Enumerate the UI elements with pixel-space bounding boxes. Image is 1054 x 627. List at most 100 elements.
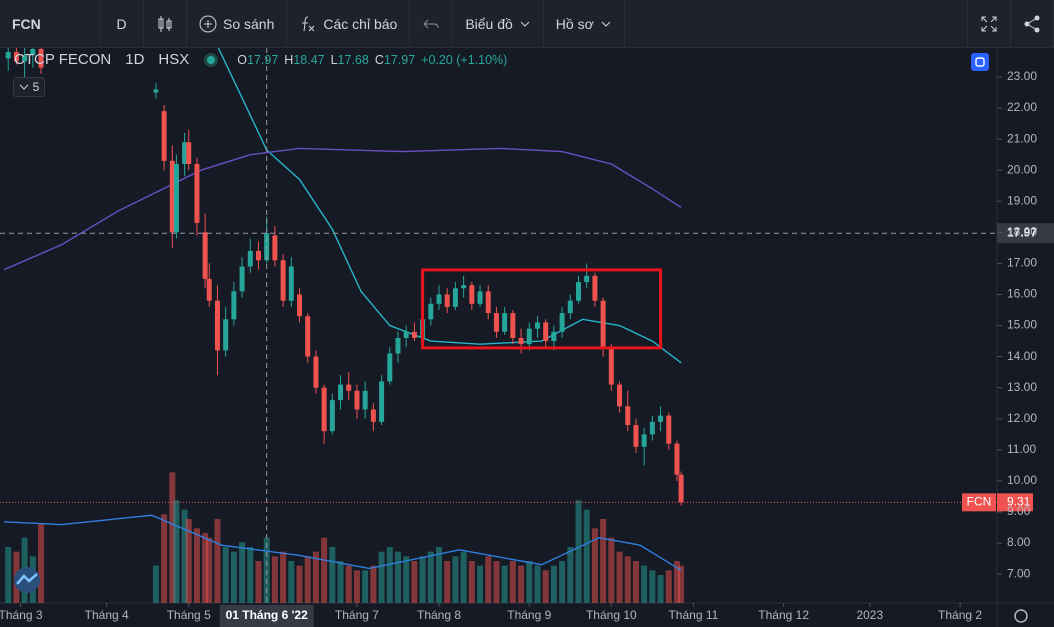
candle-body	[469, 285, 475, 304]
volume-bar	[255, 561, 262, 603]
sync-icon	[975, 57, 985, 67]
logo	[14, 567, 40, 593]
fullscreen-button[interactable]	[967, 0, 1011, 48]
axis-layer: 7.00 8.00 9.00 10.00 11.00 12.00 13.00 14.00 15.…	[0, 69, 1037, 622]
volume-bar	[583, 509, 590, 603]
volume-bar	[509, 561, 516, 603]
y-tick-label: 22.00	[1007, 100, 1037, 114]
volume-bar	[444, 561, 451, 603]
candle-body	[214, 300, 220, 351]
candle-body	[30, 49, 36, 56]
candle-body	[444, 294, 450, 307]
candle-body	[370, 409, 376, 422]
volume-bar	[345, 565, 352, 603]
candle-body	[674, 443, 680, 475]
candle-body	[608, 347, 614, 385]
volume-bar	[493, 561, 500, 603]
y-tick-label: 11.00	[1007, 442, 1036, 456]
ohlc-key: H	[284, 52, 294, 67]
volume-bar	[649, 570, 656, 603]
candle-body	[153, 89, 159, 93]
ohlc: O17.97 H18.47 L17.68 C17.97 +0.20 (+1.10%)	[237, 53, 507, 67]
volume-bar	[394, 551, 401, 603]
candle-body	[551, 331, 557, 342]
volume-bar	[362, 570, 369, 603]
share-icon	[1024, 15, 1040, 32]
volume-bar	[575, 500, 582, 603]
candle-body	[625, 406, 631, 425]
candle-body	[436, 294, 442, 304]
volume-bar	[632, 561, 639, 603]
volume-bar	[161, 514, 168, 603]
ma-layer	[3, 45, 682, 571]
last-price-label: 9.31	[1007, 495, 1031, 509]
volume-bar	[206, 537, 213, 603]
candle-body	[567, 300, 573, 314]
compare-button[interactable]: So sánh	[187, 0, 288, 48]
volume-bar	[501, 565, 508, 603]
undo-button[interactable]	[410, 0, 454, 48]
volume-bar	[616, 551, 623, 603]
candle-body	[452, 288, 458, 307]
volume-bar	[185, 519, 192, 603]
fullscreen-icon	[981, 16, 997, 31]
chart-style-button[interactable]	[144, 0, 187, 48]
y-tick-label: 12.00	[1007, 411, 1037, 425]
y-tick-label: 16.00	[1007, 287, 1037, 301]
toolbar: FCN D So sánh Các chỉ báo Biểu đồ Hồ sơ	[0, 0, 1054, 48]
y-tick-label: 18.00	[1007, 224, 1037, 238]
share-button[interactable]	[1011, 0, 1054, 48]
volume-bar	[370, 565, 377, 603]
volume-bar	[296, 565, 303, 603]
volume-bar	[477, 565, 484, 603]
fx-icon	[302, 16, 315, 31]
ohlc-item: H18.47	[284, 53, 324, 67]
y-tick-label: 17.00	[1007, 256, 1037, 270]
y-tick-label: 13.00	[1007, 380, 1037, 394]
crosshair-x-label-bg	[219, 605, 314, 627]
candle-body	[194, 163, 200, 224]
volume-bar	[641, 565, 648, 603]
volume-bar	[624, 556, 631, 603]
candle-body	[247, 250, 253, 267]
candle-body	[592, 275, 598, 301]
x-tick-label: 2023	[856, 608, 883, 622]
candle-body	[526, 328, 532, 345]
volume-bar	[559, 561, 566, 603]
candle-body	[477, 291, 483, 304]
volume-bar	[214, 519, 221, 603]
symbol-button[interactable]: FCN	[0, 0, 100, 48]
profile-menu-button[interactable]: Hồ sơ	[544, 0, 625, 48]
candle-body	[346, 384, 352, 391]
candle-body	[428, 303, 434, 320]
x-tick-label: Tháng 5	[167, 608, 211, 622]
candle-body	[502, 313, 508, 332]
volume-bar	[518, 565, 525, 603]
x-tick-label: Tháng 12	[758, 608, 809, 622]
profile-menu-label: Hồ sơ	[555, 15, 594, 32]
candle-body	[678, 474, 684, 503]
candle-body	[617, 384, 623, 407]
indicators-button[interactable]: Các chỉ báo	[287, 0, 411, 48]
volume-bar	[665, 570, 672, 603]
last-symbol-bg	[962, 493, 996, 512]
sync-button[interactable]	[971, 53, 989, 71]
candle-body	[379, 381, 385, 422]
ohlc-change: +0.20 (+1.10%)	[421, 52, 508, 67]
candle-body	[354, 390, 360, 410]
candle-body	[510, 313, 516, 338]
candle-body	[223, 319, 229, 351]
highlight-box	[421, 268, 663, 350]
indicator-toggle[interactable]: 5	[13, 77, 45, 97]
last-symbol-label: FCN	[967, 495, 992, 509]
volume-bar	[329, 547, 336, 603]
chart-menu-button[interactable]: Biểu đồ	[453, 0, 544, 48]
candle-body	[169, 160, 175, 233]
volume-bar	[312, 551, 319, 603]
candle-body	[13, 52, 19, 62]
settings-icon[interactable]	[1014, 609, 1028, 623]
crosshair-x-label: 01 Tháng 6 '22	[226, 608, 309, 622]
interval-button[interactable]: D	[100, 0, 144, 48]
volume-layer	[5, 472, 685, 603]
